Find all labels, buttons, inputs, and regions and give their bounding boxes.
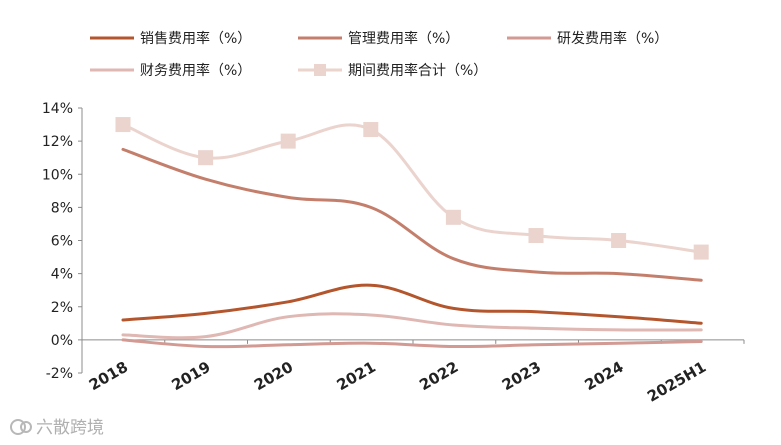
- watermark: 六散跨境: [10, 418, 104, 438]
- y-tick-label: 10%: [42, 167, 73, 183]
- data-point-marker: [115, 117, 131, 133]
- x-tick-label: 2018: [86, 358, 131, 394]
- y-tick-label: 6%: [51, 234, 73, 250]
- legend-label: 销售费用率（%）: [140, 30, 251, 47]
- series-line: [121, 338, 703, 349]
- data-point-marker: [280, 133, 296, 149]
- data-point-marker: [445, 209, 461, 225]
- y-tick-label: 4%: [51, 267, 73, 283]
- x-tick-label: 2021: [334, 358, 379, 394]
- legend: 销售费用率（%） 管理费用率（%） 研发费用率（%） 财务费用率（%） 期间费用率合计（…: [90, 30, 668, 79]
- legend-item-1: 销售费用率（%）: [90, 30, 251, 47]
- legend-label: 研发费用率（%）: [557, 30, 668, 47]
- x-tick-label: 2024: [581, 358, 626, 394]
- y-tick-label: 0%: [51, 333, 73, 349]
- y-tick-label: -2%: [46, 366, 73, 382]
- series-1: [121, 283, 703, 325]
- x-tick-label: 2023: [499, 358, 544, 394]
- series-2: [121, 147, 703, 282]
- series-line: [121, 283, 703, 325]
- series-3: [121, 338, 703, 349]
- series-line: [121, 123, 703, 254]
- x-tick-label: 2019: [168, 358, 213, 394]
- x-tick-label: 2022: [416, 358, 461, 394]
- y-tick-label: 2%: [51, 300, 73, 316]
- legend-marker: [314, 64, 326, 76]
- data-point-marker: [611, 233, 627, 248]
- watermark-text: 六散跨境: [36, 418, 104, 438]
- series-line: [121, 312, 703, 340]
- series-layer: [115, 117, 709, 349]
- y-tick-label: 8%: [51, 200, 73, 216]
- legend-item-4: 财务费用率（%）: [90, 62, 251, 79]
- legend-item-3: 研发费用率（%）: [507, 30, 668, 47]
- legend-item-2: 管理费用率（%）: [298, 30, 459, 47]
- data-point-marker: [528, 228, 544, 244]
- series-4: [121, 312, 703, 340]
- series-line: [121, 147, 703, 282]
- legend-label: 期间费用率合计（%）: [348, 62, 487, 79]
- watermark-logo-icon: [20, 421, 32, 433]
- x-tick-label: 2020: [251, 358, 296, 394]
- data-point-marker: [693, 244, 709, 260]
- data-point-marker: [363, 122, 379, 138]
- series-5: [115, 117, 709, 260]
- legend-label: 管理费用率（%）: [348, 30, 459, 47]
- x-tick-label: 2025H1: [644, 358, 709, 406]
- legend-label: 财务费用率（%）: [140, 62, 251, 79]
- y-tick-label: 12%: [42, 134, 73, 150]
- watermark-logo-icon: [10, 419, 26, 435]
- data-point-marker: [198, 150, 214, 166]
- legend-item-5: 期间费用率合计（%）: [298, 62, 487, 79]
- y-tick-label: 14%: [42, 101, 73, 117]
